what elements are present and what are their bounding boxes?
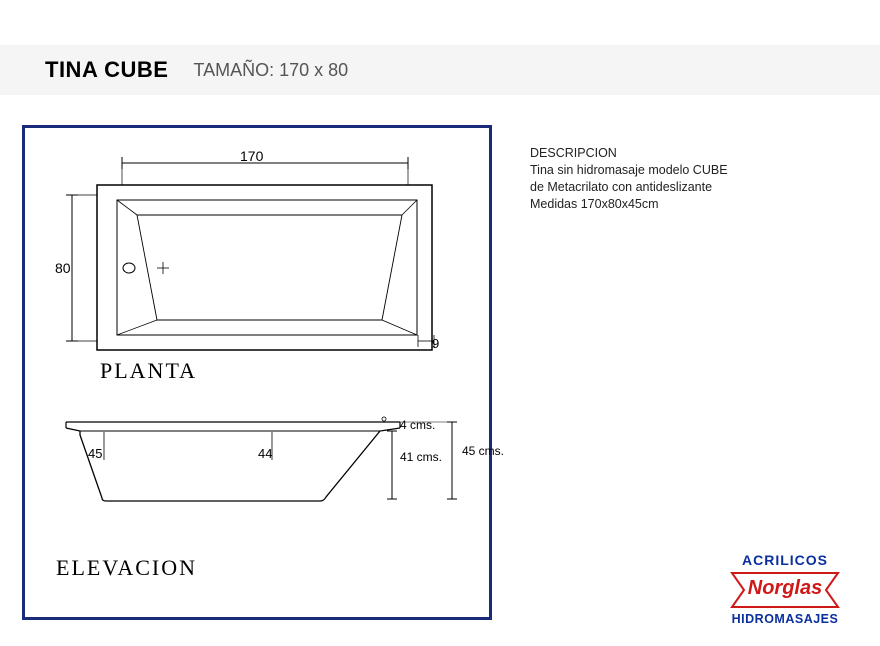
desc-line1: Tina sin hidromasaje modelo CUBE [530,162,830,179]
description-block: DESCRIPCION Tina sin hidromasaje modelo … [530,145,830,213]
logo-bottom: HIDROMASAJES [715,612,855,626]
header-bar: TINA CUBE TAMAÑO: 170 x 80 [0,45,880,95]
dim-top-width: 170 [240,148,263,164]
logo-brand: Norglas [730,577,840,600]
planta-label: PLANTA [100,358,197,384]
elevacion-label: ELEVACION [56,555,197,581]
desc-heading: DESCRIPCION [530,145,830,162]
dim-elev-left-depth: 45 [88,446,102,461]
desc-line2: de Metacrilato con antideslizante [530,179,830,196]
logo-mark: Norglas [730,571,840,609]
dim-right-rim: 9 [432,336,439,351]
dim-elev-rim: 4 cms. [400,418,435,432]
dim-elev-mid-depth: 44 [258,446,272,461]
page-title: TINA CUBE [45,57,168,83]
dim-elev-inner-h: 41 cms. [400,450,442,464]
dim-left-height: 80 [55,260,71,276]
brand-logo: ACRILICOS Norglas HIDROMASAJES [715,552,855,626]
dim-elev-total-h: 45 cms. [462,444,504,458]
page-subtitle: TAMAÑO: 170 x 80 [193,60,348,81]
technical-drawing [22,125,492,620]
logo-top: ACRILICOS [715,552,855,568]
desc-line3: Medidas 170x80x45cm [530,196,830,213]
